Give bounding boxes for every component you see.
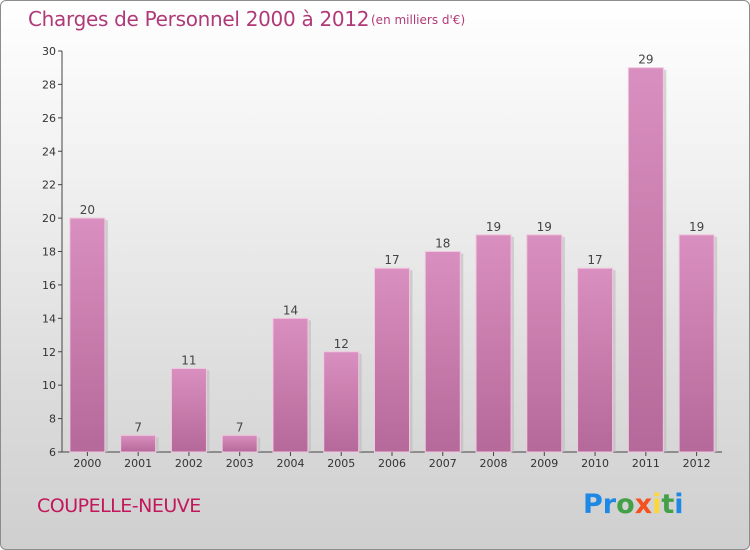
bar <box>272 317 309 453</box>
y-tick-label: 14 <box>42 312 56 325</box>
bar <box>627 67 664 453</box>
bar <box>424 251 461 453</box>
logo-letter: i <box>652 489 662 520</box>
proxiti-logo[interactable]: Proxiti <box>583 489 684 520</box>
logo-letter: r <box>602 489 617 520</box>
x-tick-label: 2010 <box>581 457 609 470</box>
x-tick-label: 2012 <box>683 457 711 470</box>
x-tick-label: 2003 <box>226 457 254 470</box>
data-label: 7 <box>134 420 142 434</box>
x-tick-label: 2000 <box>73 457 101 470</box>
x-tick-label: 2011 <box>632 457 660 470</box>
logo-letter: P <box>583 489 603 520</box>
bar <box>120 434 157 453</box>
data-label: 29 <box>638 53 653 67</box>
y-tick-label: 24 <box>42 145 56 158</box>
logo-letter: x <box>634 489 653 520</box>
x-tick-label: 2004 <box>276 457 304 470</box>
bar <box>170 367 207 453</box>
x-tick-label: 2002 <box>175 457 203 470</box>
chart-subtitle: (en milliers d'€) <box>371 13 466 27</box>
chart-title: Charges de Personnel 2000 à 2012 <box>28 7 370 31</box>
y-tick-label: 8 <box>49 413 56 426</box>
bar <box>577 267 614 453</box>
bar <box>475 234 512 453</box>
x-tick-label: 2007 <box>429 457 457 470</box>
bar <box>69 217 106 453</box>
logo-letter: i <box>674 489 684 520</box>
data-label: 20 <box>80 203 95 217</box>
bar <box>374 267 410 453</box>
data-label: 17 <box>587 253 602 267</box>
y-tick-label: 6 <box>49 446 56 459</box>
bar <box>323 351 360 453</box>
data-label: 14 <box>283 303 298 317</box>
data-label: 7 <box>236 420 244 434</box>
y-tick-label: 26 <box>42 112 56 125</box>
y-tick-label: 30 <box>42 45 56 58</box>
data-label: 18 <box>435 237 450 251</box>
y-tick-label: 20 <box>42 212 56 225</box>
bar <box>526 234 563 453</box>
logo-letter: o <box>616 489 635 520</box>
data-label: 19 <box>486 220 501 234</box>
y-tick-label: 16 <box>42 279 56 292</box>
logo-letter: t <box>661 489 675 520</box>
bar <box>221 434 258 453</box>
data-label: 12 <box>334 337 349 351</box>
data-label: 11 <box>181 353 196 367</box>
data-label: 19 <box>689 220 704 234</box>
x-tick-label: 2005 <box>327 457 355 470</box>
commune-name: COUPELLE-NEUVE <box>37 495 201 517</box>
data-label: 19 <box>537 220 552 234</box>
y-tick-label: 12 <box>42 346 56 359</box>
y-tick-label: 28 <box>42 78 56 91</box>
x-tick-label: 2001 <box>124 457 152 470</box>
y-tick-label: 18 <box>42 246 56 259</box>
x-tick-label: 2009 <box>530 457 558 470</box>
x-tick-label: 2006 <box>378 457 406 470</box>
y-tick-label: 10 <box>42 379 56 392</box>
data-label: 17 <box>384 253 399 267</box>
bar <box>678 234 715 453</box>
x-tick-label: 2008 <box>480 457 508 470</box>
y-tick-label: 22 <box>42 179 56 192</box>
